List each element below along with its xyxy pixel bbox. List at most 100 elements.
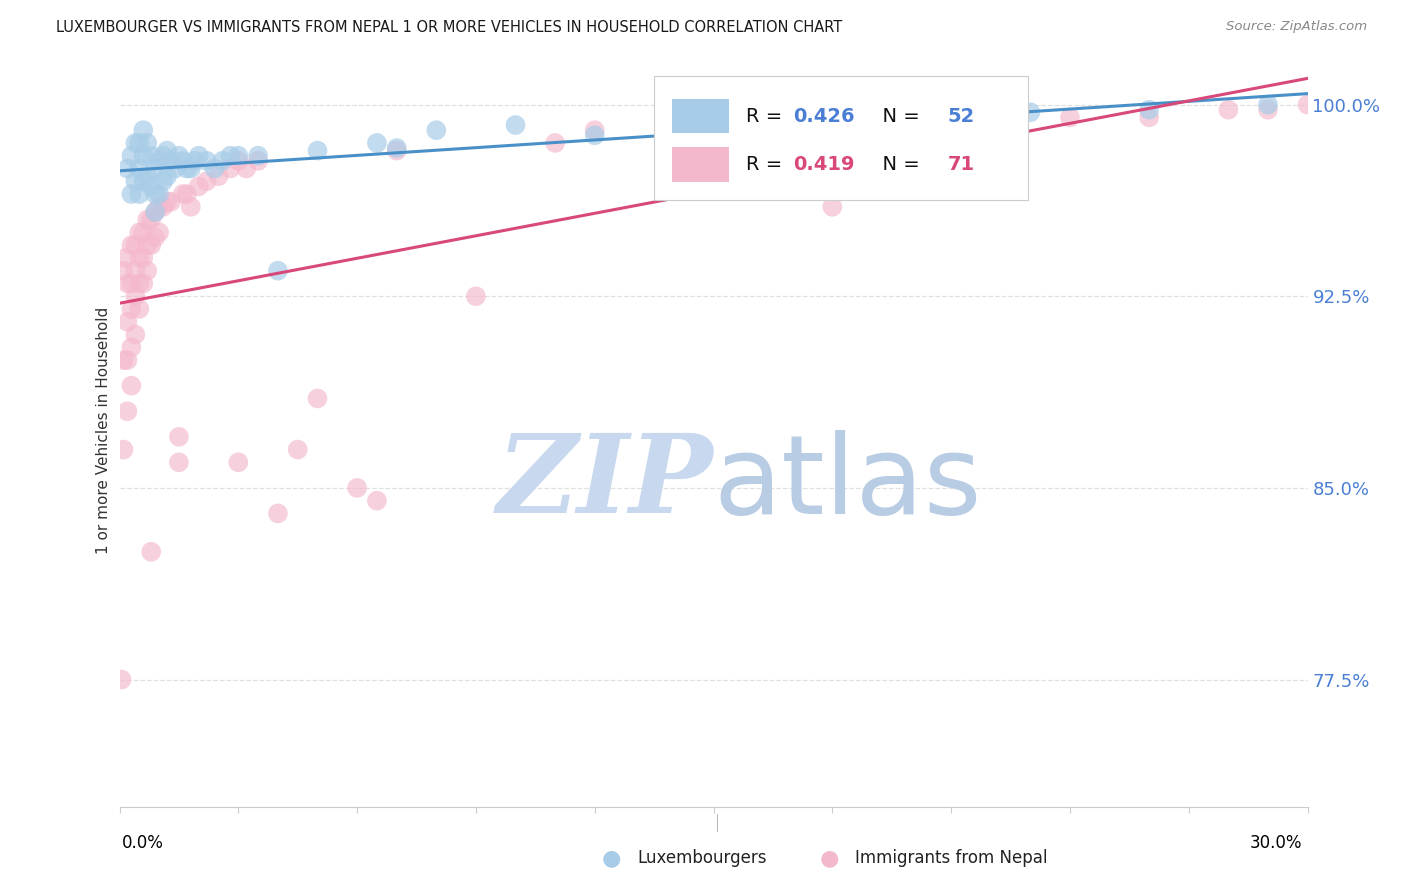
Point	[1257, 103, 1279, 117]
Text: Immigrants from Nepal: Immigrants from Nepal	[855, 849, 1047, 867]
Point	[112, 263, 135, 277]
Point	[124, 136, 146, 150]
Point	[143, 161, 166, 176]
Point	[136, 136, 159, 150]
Point	[385, 141, 408, 155]
Point	[211, 153, 233, 168]
Point	[128, 187, 150, 202]
Point	[287, 442, 309, 457]
Text: 30.0%: 30.0%	[1250, 834, 1302, 852]
Point	[821, 123, 844, 137]
Point	[160, 153, 183, 168]
Point	[152, 174, 174, 188]
Point	[219, 149, 242, 163]
Point	[228, 455, 250, 469]
Y-axis label: 1 or more Vehicles in Household: 1 or more Vehicles in Household	[96, 307, 111, 554]
Point	[156, 194, 179, 209]
Point	[156, 144, 179, 158]
Point	[163, 161, 186, 176]
Text: ●: ●	[602, 848, 621, 868]
Point	[128, 226, 150, 240]
Point	[112, 353, 135, 368]
Point	[195, 153, 218, 168]
Point	[156, 169, 179, 183]
Point	[120, 149, 142, 163]
Point	[172, 153, 194, 168]
Text: Source: ZipAtlas.com: Source: ZipAtlas.com	[1226, 20, 1367, 33]
Point	[120, 340, 142, 354]
Point	[167, 430, 190, 444]
FancyBboxPatch shape	[672, 99, 728, 134]
Text: N =: N =	[870, 155, 927, 174]
Point	[152, 200, 174, 214]
Point	[583, 123, 606, 137]
Text: Luxembourgers: Luxembourgers	[637, 849, 766, 867]
Text: 52: 52	[948, 106, 974, 126]
FancyBboxPatch shape	[654, 76, 1028, 201]
Point	[247, 149, 270, 163]
Point	[117, 404, 139, 418]
Point	[132, 123, 155, 137]
Point	[132, 251, 155, 265]
Point	[172, 187, 194, 202]
Point	[167, 149, 190, 163]
Point	[228, 149, 250, 163]
Point	[120, 187, 142, 202]
Point	[425, 123, 447, 137]
Text: LUXEMBOURGER VS IMMIGRANTS FROM NEPAL 1 OR MORE VEHICLES IN HOUSEHOLD CORRELATIO: LUXEMBOURGER VS IMMIGRANTS FROM NEPAL 1 …	[56, 20, 842, 35]
Point	[307, 144, 329, 158]
Text: atlas: atlas	[713, 430, 981, 537]
Point	[176, 187, 198, 202]
FancyBboxPatch shape	[672, 147, 728, 182]
Point	[132, 226, 155, 240]
Point	[124, 327, 146, 342]
Text: R =: R =	[745, 155, 789, 174]
Point	[143, 205, 166, 219]
Point	[204, 161, 226, 176]
Point	[136, 238, 159, 252]
Point	[148, 200, 170, 214]
Point	[117, 353, 139, 368]
Text: 71: 71	[948, 155, 974, 174]
Point	[267, 507, 290, 521]
Point	[124, 238, 146, 252]
Point	[505, 118, 527, 132]
Point	[1137, 111, 1160, 125]
Point	[120, 277, 142, 291]
Point	[385, 144, 408, 158]
Point	[900, 111, 922, 125]
Point	[176, 161, 198, 176]
Point	[120, 378, 142, 392]
Point	[141, 238, 163, 252]
Point	[307, 392, 329, 406]
Point	[346, 481, 368, 495]
Point	[128, 301, 150, 316]
Point	[1257, 97, 1279, 112]
Point	[366, 136, 388, 150]
Point	[900, 111, 922, 125]
Point	[662, 118, 685, 132]
Point	[124, 174, 146, 188]
Point	[464, 289, 488, 303]
Point	[219, 161, 242, 176]
Point	[742, 123, 765, 137]
Point	[247, 153, 270, 168]
Point	[124, 263, 146, 277]
Text: 0.419: 0.419	[793, 155, 855, 174]
Point	[117, 277, 139, 291]
Text: N =: N =	[870, 106, 927, 126]
Point	[136, 169, 159, 183]
Point	[120, 238, 142, 252]
Point	[544, 136, 567, 150]
Point	[187, 149, 209, 163]
Point	[1019, 105, 1042, 120]
Point	[1218, 103, 1240, 117]
Point	[128, 277, 150, 291]
Point	[136, 212, 159, 227]
Point	[184, 153, 207, 168]
Point	[148, 153, 170, 168]
Point	[110, 673, 132, 687]
Point	[1059, 111, 1081, 125]
Point	[821, 200, 844, 214]
Point	[180, 200, 202, 214]
